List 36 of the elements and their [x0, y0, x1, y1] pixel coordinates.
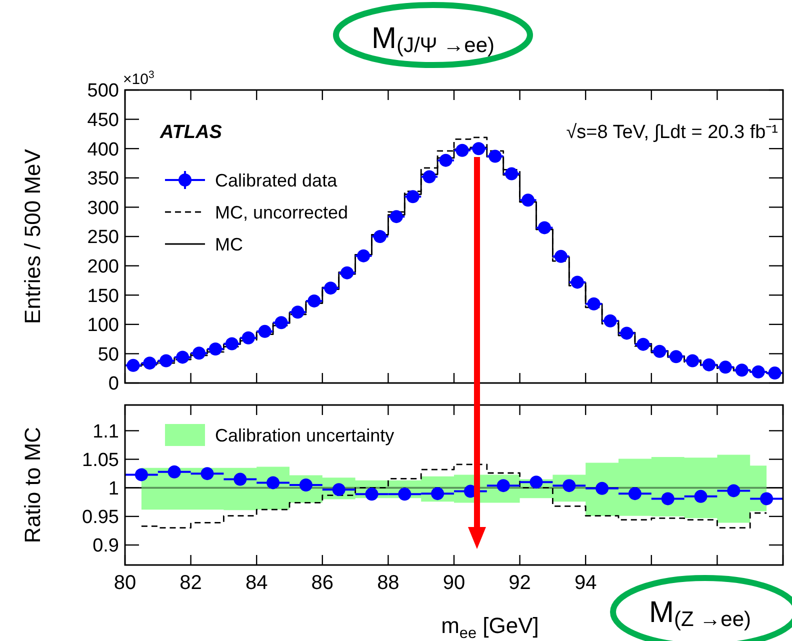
- y-tick-label: 400: [87, 139, 119, 160]
- x-tick-label: 88: [377, 572, 400, 594]
- x-tick-label: 82: [180, 572, 202, 594]
- x-tick-label: 92: [508, 572, 531, 594]
- legend-label: Calibration uncertainty: [215, 425, 394, 446]
- legend-label: Calibrated data: [215, 170, 338, 190]
- y-tick-label: 1.05: [82, 450, 119, 471]
- y-tick-label: 500: [87, 80, 119, 102]
- x-tick-label: 86: [311, 572, 334, 594]
- y-tick-label: 450: [87, 110, 119, 131]
- legend-label: MC: [215, 234, 243, 254]
- y-axis-title: Entries / 500 MeV: [20, 148, 45, 324]
- y-tick-label: 150: [87, 286, 119, 307]
- annotation: ATLAS: [159, 122, 222, 144]
- x-tick-label: 90: [442, 572, 466, 594]
- annotation: √s=8 TeV, ∫Ldt = 20.3 fb⁻¹: [566, 122, 778, 144]
- y-tick-label: 1.1: [92, 421, 119, 442]
- x-tick-label: 84: [245, 572, 268, 594]
- y-axis-title: Ratio to MC: [20, 426, 45, 544]
- y-tick-label: 1: [108, 478, 119, 500]
- y-tick-label: 350: [87, 168, 119, 190]
- y-tick-label: 300: [87, 198, 119, 219]
- y-tick-label: 0.95: [82, 507, 119, 528]
- text: M$_{(Z →ee)}$: [648, 596, 752, 631]
- x-tick-label: 94: [574, 572, 597, 594]
- y-tick-label: 250: [87, 227, 119, 248]
- legend-label: MC, uncorrected: [215, 202, 348, 222]
- y-tick-label: 0: [108, 374, 119, 395]
- x-axis-title: m$_{ee}$ [GeV]: [441, 613, 539, 641]
- y-tick-label: 50: [98, 344, 119, 366]
- text: ×10$^{3}$: [123, 69, 154, 88]
- y-tick-label: 100: [87, 315, 119, 336]
- y-tick-label: 0.9: [92, 536, 119, 557]
- text: M$_{(J/Ψ →ee)}$: [371, 22, 495, 57]
- y-tick-label: 200: [87, 256, 119, 278]
- x-tick-label: 80: [114, 572, 136, 594]
